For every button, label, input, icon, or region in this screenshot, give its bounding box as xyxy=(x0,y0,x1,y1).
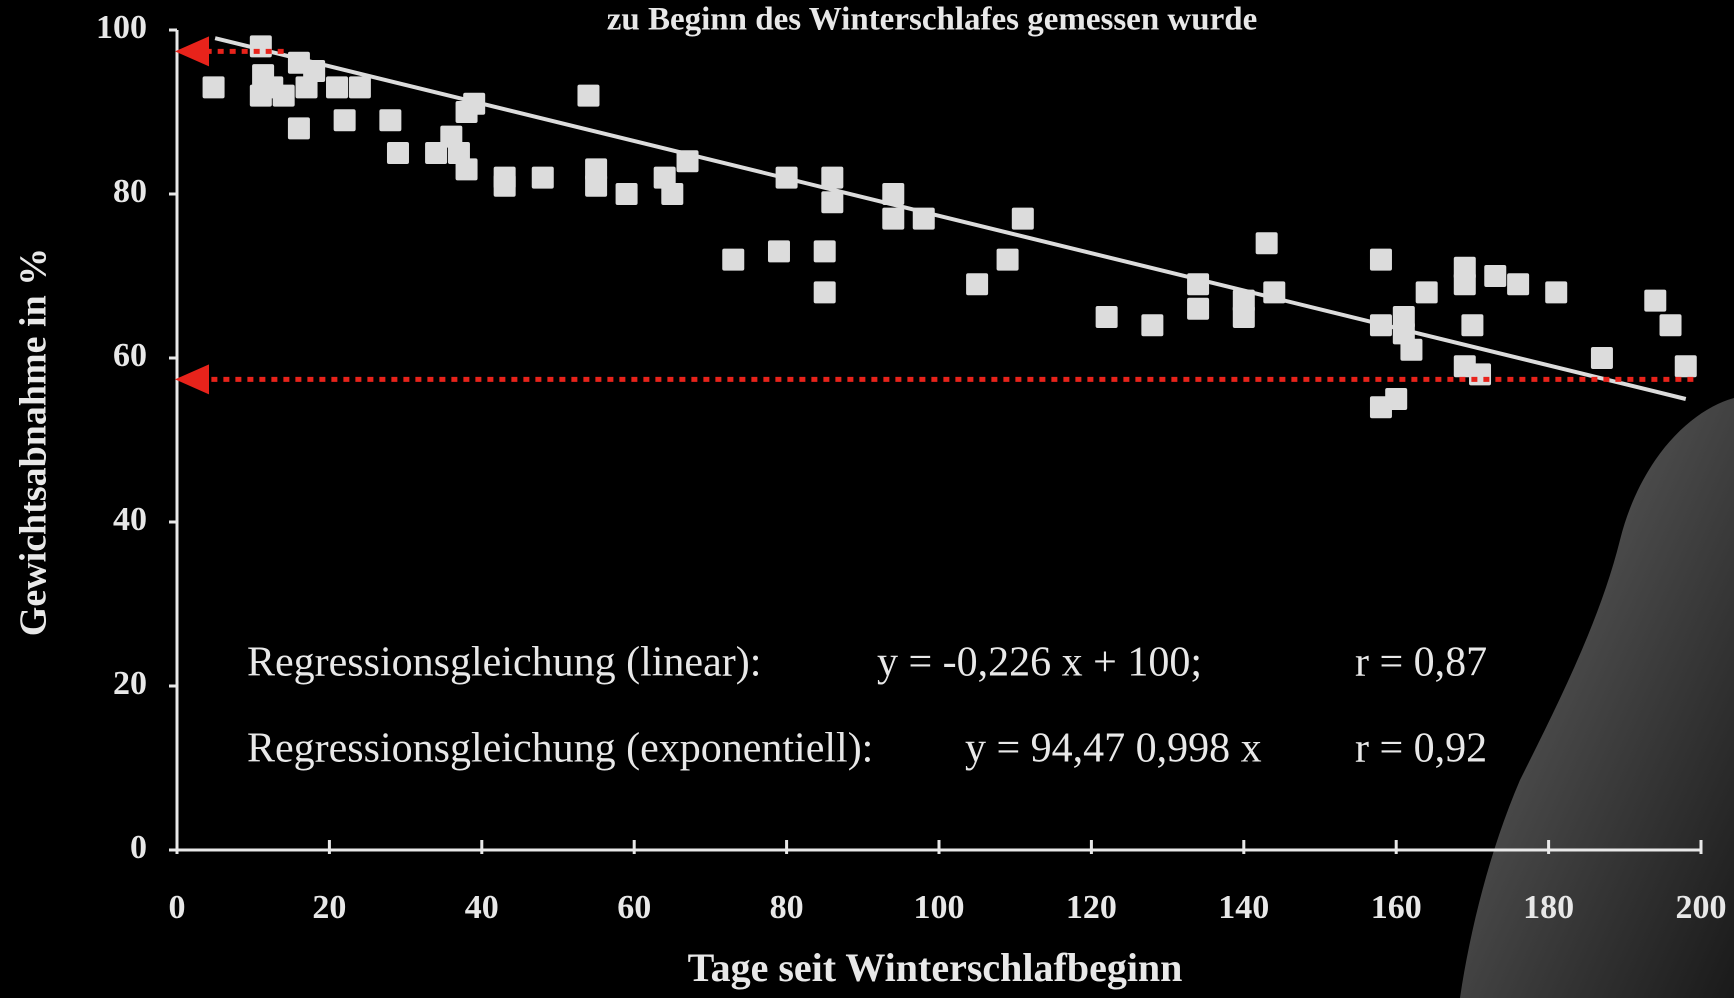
data-point xyxy=(303,60,326,82)
x-tick-label: 40 xyxy=(465,889,499,926)
y-tick-label: 0 xyxy=(130,829,147,866)
data-point xyxy=(1255,232,1278,255)
data-point xyxy=(912,207,935,230)
chart-title: zu Beginn des Winterschlafes gemessen wu… xyxy=(607,2,1258,38)
y-tick-label: 40 xyxy=(113,501,147,538)
data-point xyxy=(722,248,745,271)
data-point xyxy=(821,191,844,214)
data-point xyxy=(996,248,1019,271)
x-axis-title: Tage seit Winterschlafbeginn xyxy=(688,945,1183,990)
data-point xyxy=(661,183,684,205)
x-tick-label: 80 xyxy=(770,889,804,926)
annotation: y = -0,226 x + 100; xyxy=(877,640,1202,686)
data-point xyxy=(333,109,356,132)
reference-arrowhead xyxy=(175,36,209,67)
data-point xyxy=(379,109,402,132)
data-point xyxy=(1369,248,1392,271)
reference-arrowhead xyxy=(175,364,209,395)
data-point xyxy=(882,207,905,230)
data-point xyxy=(1659,314,1682,337)
data-point xyxy=(1187,297,1210,320)
annotation: r = 0,92 xyxy=(1355,726,1487,772)
data-point xyxy=(1644,289,1667,312)
data-point xyxy=(425,142,448,164)
data-point xyxy=(1484,265,1507,287)
data-point xyxy=(1263,281,1286,304)
x-tick-label: 0 xyxy=(169,889,186,926)
data-point xyxy=(455,158,478,181)
data-point xyxy=(202,76,225,99)
data-point xyxy=(1545,281,1568,304)
y-tick-label: 80 xyxy=(113,173,147,210)
data-point xyxy=(821,166,844,189)
data-point xyxy=(386,142,409,164)
background-photo xyxy=(1460,398,1734,998)
data-point xyxy=(813,240,836,263)
annotation: Regressionsgleichung (exponentiell): xyxy=(247,726,873,772)
data-point xyxy=(287,117,310,140)
data-point xyxy=(585,174,608,197)
data-point xyxy=(882,183,905,205)
y-tick-label: 100 xyxy=(96,9,147,46)
data-point xyxy=(1400,338,1423,361)
data-point xyxy=(1415,281,1438,304)
data-point xyxy=(1507,273,1530,296)
data-point xyxy=(326,76,349,99)
data-point xyxy=(1232,306,1255,328)
data-point xyxy=(531,166,554,189)
data-point xyxy=(1453,273,1476,296)
data-point xyxy=(1469,363,1492,386)
data-point xyxy=(966,273,989,296)
data-point xyxy=(577,84,600,107)
data-point xyxy=(813,281,836,304)
data-point xyxy=(1385,388,1408,410)
annotation: Regressionsgleichung (linear): xyxy=(247,640,761,686)
annotation: y = 94,47 0,998 x xyxy=(965,726,1262,772)
data-point xyxy=(1461,314,1484,337)
y-tick-label: 60 xyxy=(113,337,147,374)
x-tick-label: 100 xyxy=(914,889,965,926)
x-tick-label: 200 xyxy=(1676,889,1727,926)
data-point xyxy=(1590,347,1613,369)
data-point xyxy=(775,166,798,189)
data-point xyxy=(767,240,790,263)
y-tick-label: 20 xyxy=(113,665,147,702)
data-point xyxy=(1141,314,1164,337)
data-point xyxy=(1011,207,1034,230)
x-tick-label: 120 xyxy=(1066,889,1117,926)
regression-line xyxy=(214,36,1687,401)
data-point xyxy=(463,92,486,115)
x-tick-label: 20 xyxy=(312,889,346,926)
annotation: r = 0,87 xyxy=(1355,640,1487,686)
data-point xyxy=(676,150,699,173)
data-point xyxy=(1095,306,1118,328)
data-point xyxy=(493,174,516,197)
data-point xyxy=(1187,273,1210,296)
x-tick-label: 60 xyxy=(617,889,651,926)
data-point xyxy=(249,35,272,58)
data-point xyxy=(348,76,371,99)
data-point xyxy=(272,84,295,107)
x-tick-label: 180 xyxy=(1523,889,1574,926)
x-tick-label: 140 xyxy=(1218,889,1269,926)
y-axis-title: Gewichtsabnahme in % xyxy=(13,248,55,636)
x-tick-label: 160 xyxy=(1371,889,1422,926)
data-point xyxy=(1369,314,1392,337)
data-point xyxy=(615,183,638,205)
data-point xyxy=(1674,355,1697,378)
